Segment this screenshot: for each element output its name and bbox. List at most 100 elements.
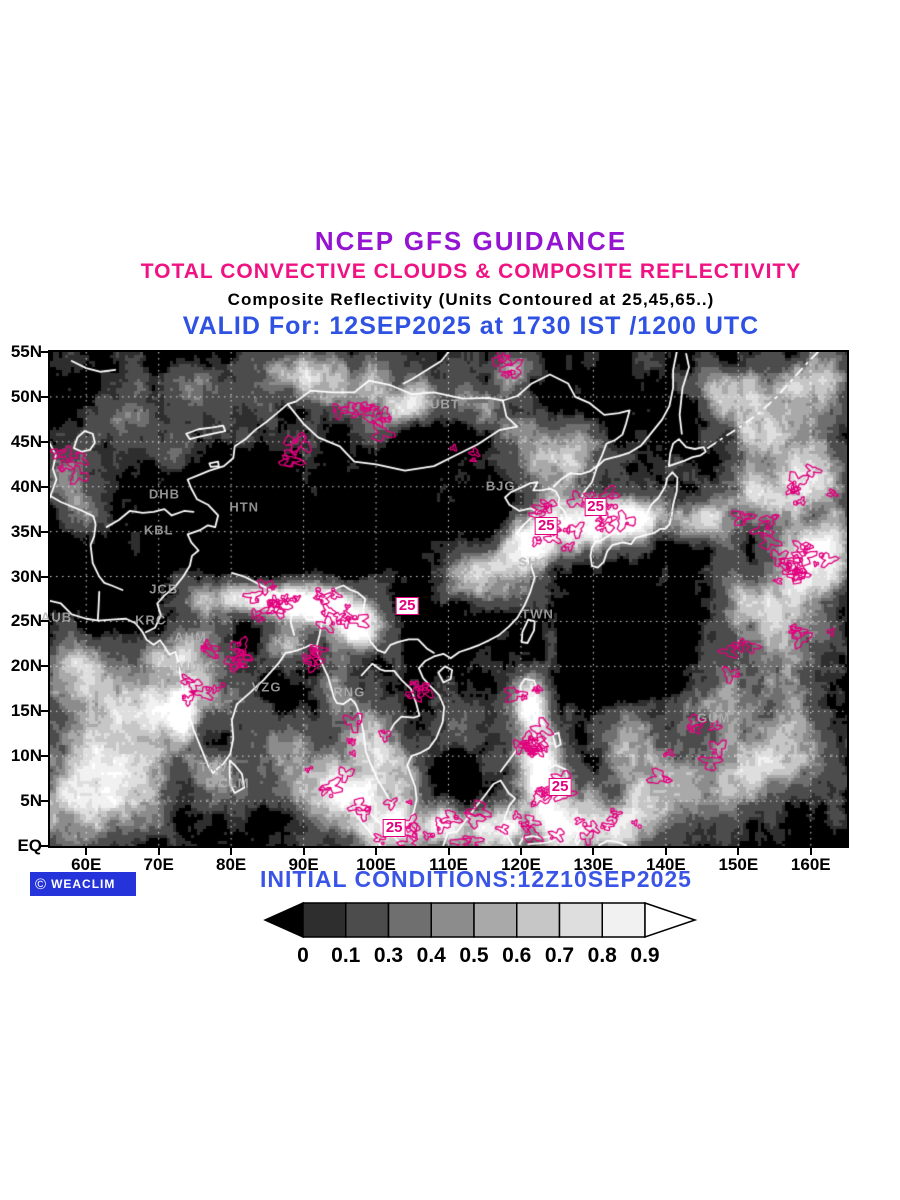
colorbar-label: 0.6 bbox=[502, 944, 531, 967]
lat-tick bbox=[41, 800, 49, 803]
lon-tick bbox=[85, 847, 88, 855]
colorbar-label: 0.7 bbox=[545, 944, 574, 967]
lon-tick-label: 80E bbox=[216, 855, 247, 874]
station-label-tky: TKY bbox=[655, 507, 685, 523]
lon-tick bbox=[302, 847, 305, 855]
lat-tick-label: 25N bbox=[10, 611, 42, 631]
lat-tick-label: 45N bbox=[10, 431, 42, 451]
lat-tick bbox=[41, 351, 49, 353]
lat-tick-label: 50N bbox=[10, 386, 42, 406]
lon-tick-label: 90E bbox=[288, 855, 319, 874]
lat-tick bbox=[41, 710, 49, 713]
contour-label: 25 bbox=[548, 777, 572, 796]
colorbar-segment bbox=[430, 902, 475, 938]
colorbar-segment bbox=[302, 902, 347, 938]
initial-conditions-line: INITIAL CONDITIONS:12Z10SEP2025 bbox=[260, 866, 692, 892]
station-label-dhb: DHB bbox=[148, 486, 181, 502]
station-label-trv: TRV bbox=[199, 759, 229, 775]
station-label-shg: SHG bbox=[518, 554, 550, 570]
lon-tick bbox=[375, 847, 378, 855]
lat-tick-label: 5N bbox=[20, 791, 42, 811]
station-label-twn: TWN bbox=[521, 606, 554, 622]
colorbar-arrow bbox=[263, 901, 304, 939]
station-label-rng: RNG bbox=[333, 684, 366, 699]
colorbar-segment bbox=[473, 902, 518, 938]
colorbar-label: 0.1 bbox=[331, 944, 361, 967]
lat-tick-label: 40N bbox=[10, 476, 42, 496]
map-overlay: UBT DHB HTN KBL BJG SHG TKY JCB KRC AUB AHM NDL KOL M… bbox=[41, 352, 847, 846]
colorbar-label: 0.4 bbox=[417, 944, 447, 967]
colorbar-arrow bbox=[644, 901, 698, 939]
colorbar-label: 0.5 bbox=[459, 944, 489, 967]
station-label-htn: HTN bbox=[229, 499, 260, 515]
colorbar-svg: 0 0.1 0.3 0.4 0.5 0.6 0.7 0.8 0.9 bbox=[263, 901, 698, 967]
lon-tick-label: 130E bbox=[573, 855, 614, 874]
lon-tick bbox=[664, 847, 667, 855]
colorbar-segment bbox=[601, 902, 646, 938]
lat-tick bbox=[41, 485, 49, 488]
weaclim-logo-text: WEACLIM bbox=[51, 877, 116, 891]
contour-label: 25 bbox=[534, 517, 558, 536]
colorbar-label: 0.9 bbox=[630, 944, 659, 967]
copyright-icon: © bbox=[35, 875, 47, 893]
weaclim-logo: © WEACLIM bbox=[30, 872, 136, 896]
colorbar-label: 0 bbox=[297, 944, 309, 967]
station-label-ndl: NDL bbox=[201, 594, 231, 610]
lat-tick bbox=[41, 530, 49, 533]
units-note: Composite Reflectivity (Units Contoured … bbox=[227, 290, 715, 309]
lat-tick-label: 35N bbox=[10, 521, 42, 541]
station-label-mum: MUM bbox=[176, 659, 211, 675]
lat-tick bbox=[41, 440, 49, 443]
colorbar-segment bbox=[387, 902, 432, 938]
colorbar-segment bbox=[516, 902, 561, 938]
station-label-ubt: UBT bbox=[430, 396, 460, 412]
lon-tick bbox=[157, 847, 160, 855]
station-label-vzg: VZG bbox=[251, 679, 282, 695]
lon-tick-label: 100E bbox=[356, 855, 396, 874]
lat-tick-label: 20N bbox=[10, 656, 42, 676]
colorbar: 0 0.1 0.3 0.4 0.5 0.6 0.7 0.8 0.9 bbox=[255, 898, 707, 975]
page-subtitle: TOTAL CONVECTIVE CLOUDS & COMPOSITE REFL… bbox=[140, 260, 802, 283]
station-label-kbl: KBL bbox=[143, 522, 174, 538]
lat-tick bbox=[41, 755, 49, 758]
colorbar-label: 0.8 bbox=[588, 944, 618, 967]
lon-tick-label: 160E bbox=[790, 855, 831, 874]
map-canvas bbox=[50, 352, 847, 846]
lat-tick-label: 55N bbox=[10, 342, 42, 361]
lon-tick-label: 120E bbox=[501, 855, 541, 874]
lat-tick-label: 15N bbox=[10, 701, 42, 721]
contour-label: 25 bbox=[584, 498, 607, 517]
lon-tick-label: 70E bbox=[143, 855, 174, 874]
station-label-jcb: JCB bbox=[149, 581, 179, 597]
station-label-ahm: AHM bbox=[174, 629, 207, 645]
lat-tick-label: 10N bbox=[10, 746, 42, 766]
lon-tick-label: 60E bbox=[71, 855, 102, 874]
lon-tick-label: 110E bbox=[429, 855, 468, 874]
station-label-krc: KRC bbox=[135, 612, 167, 628]
lat-tick bbox=[41, 845, 49, 847]
lon-tick bbox=[737, 847, 740, 855]
colorbar-label: 0.3 bbox=[374, 944, 403, 967]
page-title: NCEP GFS GUIDANCE bbox=[314, 226, 628, 256]
contour-label: 25 bbox=[395, 597, 419, 616]
contour-label: 25 bbox=[382, 819, 406, 838]
station-label-bjg: BJG bbox=[485, 478, 516, 494]
colorbar-segment bbox=[558, 902, 603, 938]
lat-tick-label: 30N bbox=[10, 566, 42, 586]
lon-tick-label: 150E bbox=[718, 855, 759, 874]
lon-tick bbox=[447, 847, 450, 855]
station-label-clm: CLM bbox=[218, 775, 250, 791]
lon-tick-label: 140E bbox=[646, 855, 686, 874]
colorbar-segment bbox=[345, 902, 390, 938]
station-label-kol: KOL bbox=[273, 633, 305, 649]
lat-tick bbox=[41, 395, 49, 398]
lat-tick bbox=[41, 665, 49, 668]
station-label-gum: GUM bbox=[697, 710, 731, 726]
lon-tick bbox=[230, 847, 233, 855]
lat-tick bbox=[41, 620, 49, 623]
lon-tick bbox=[592, 847, 595, 855]
map-frame: UBT DHB HTN KBL BJG SHG TKY JCB KRC AUB AHM NDL KOL M… bbox=[41, 350, 849, 848]
lon-tick bbox=[519, 847, 522, 855]
lat-tick-label: EQ bbox=[17, 836, 42, 855]
lon-tick bbox=[809, 847, 812, 855]
